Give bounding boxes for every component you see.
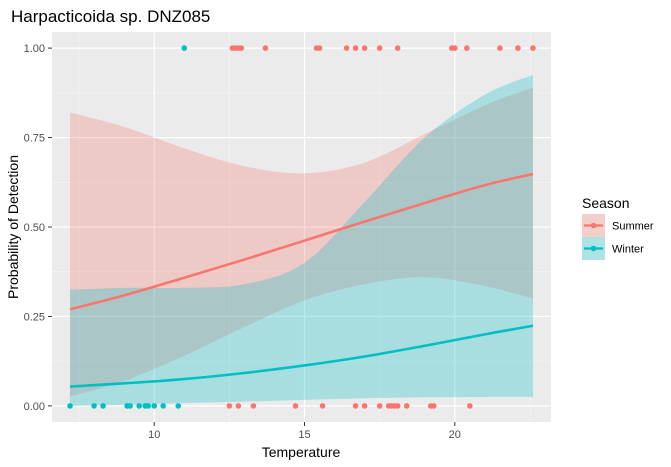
- summer-point: [497, 45, 503, 51]
- summer-point: [376, 403, 383, 409]
- winter-fit-line: [69, 324, 534, 388]
- summer-fit-line: [69, 172, 534, 311]
- summer-point: [292, 403, 299, 409]
- chart-title: Harpacticoida sp. DNZ085: [11, 7, 210, 26]
- y-tick-label: 0.25: [24, 311, 45, 323]
- summer-point: [361, 403, 368, 409]
- x-tick-label: 20: [449, 429, 461, 441]
- summer-point: [262, 45, 269, 51]
- summer-point: [250, 403, 257, 409]
- winter-point: [175, 403, 182, 409]
- summer-point: [319, 403, 326, 409]
- x-axis-title: Temperature: [262, 444, 341, 460]
- x-tick-label: 15: [298, 429, 310, 441]
- summer-point: [226, 403, 233, 409]
- winter-legend-key-point: [590, 245, 597, 252]
- summer-point: [452, 45, 458, 51]
- y-axis: 0.00 0.25 0.50 0.75 1.00: [24, 43, 52, 413]
- y-tick-label: 0.00: [24, 401, 45, 413]
- x-tick-label: 10: [148, 429, 160, 441]
- summer-point: [464, 45, 470, 51]
- winter-point: [91, 403, 97, 409]
- x-axis: 10 15 20: [148, 422, 461, 441]
- winter-point: [136, 403, 142, 409]
- summer-point: [530, 45, 536, 51]
- winter-point: [181, 45, 188, 51]
- summer-point: [352, 403, 359, 409]
- summer-point: [515, 45, 521, 51]
- winter-confidence-band: [70, 74, 533, 406]
- summer-point: [238, 45, 245, 51]
- summer-legend-label: Summer: [612, 221, 654, 233]
- gridlines: [52, 32, 551, 422]
- winter-point: [160, 403, 167, 409]
- y-axis-title: Probability of Detection: [5, 155, 21, 299]
- winter-point: [127, 403, 133, 409]
- fit-lines: [69, 172, 534, 388]
- y-tick-label: 1.00: [24, 43, 45, 55]
- data-points: [67, 45, 536, 409]
- legend: Season Summer Winter: [582, 195, 654, 260]
- y-tick-label: 0.75: [24, 133, 45, 145]
- winter-point: [145, 403, 151, 409]
- winter-point: [151, 403, 158, 409]
- legend-title: Season: [582, 195, 629, 211]
- summer-point: [403, 403, 410, 409]
- summer-point: [430, 403, 437, 409]
- summer-point: [467, 403, 473, 409]
- summer-point: [316, 45, 323, 51]
- winter-point: [67, 403, 73, 409]
- summer-point: [361, 45, 368, 51]
- summer-point: [352, 45, 359, 51]
- summer-point: [394, 45, 401, 51]
- summer-point: [235, 403, 242, 409]
- summer-point: [343, 45, 350, 51]
- winter-legend-label: Winter: [612, 244, 644, 256]
- y-tick-label: 0.50: [24, 222, 45, 234]
- summer-point: [376, 45, 383, 51]
- summer-point: [394, 403, 401, 409]
- winter-point: [100, 403, 106, 409]
- summer-legend-key-point: [590, 222, 597, 229]
